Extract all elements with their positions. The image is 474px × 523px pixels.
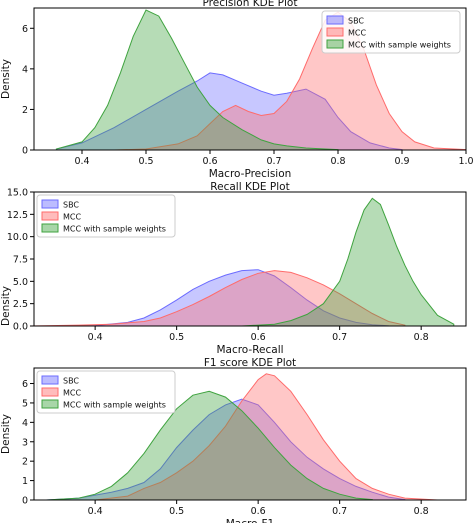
- x-tick-label: 0.6: [202, 156, 217, 167]
- y-tick-label: 3: [22, 437, 28, 448]
- y-tick-label: 0: [22, 146, 28, 157]
- y-tick-label: 4: [22, 418, 28, 429]
- y-tick-label: 0.0: [13, 322, 28, 333]
- legend-box: [321, 10, 461, 54]
- y-tick-label: 2: [22, 105, 28, 116]
- x-tick-label: 0.5: [138, 156, 153, 167]
- legend: SBC MCC MCC with sample weights: [321, 10, 461, 54]
- y-tick-label: 12.5: [7, 210, 28, 221]
- kde-area-series-1: [55, 72, 403, 151]
- chart-title: F1 score KDE Plot: [204, 357, 296, 369]
- legend-swatch: [326, 39, 344, 49]
- x-tick-label: 0.7: [332, 506, 347, 517]
- plot-frame: [33, 367, 467, 501]
- kde-area-series-3: [241, 197, 455, 327]
- x-tick-label: 0.7: [332, 332, 347, 343]
- y-axis-label: Density: [0, 414, 12, 454]
- kde-panel-3: F1 score KDE Plot 0.4 0.5 0.6 0.7 0.8 0 1 2 3 4 5 6 M…: [0, 357, 467, 523]
- x-tick-label: 0.5: [169, 506, 184, 517]
- y-tick-label: 5: [22, 398, 28, 409]
- legend-box: [36, 194, 176, 238]
- legend-label: MCC: [348, 29, 366, 38]
- x-tick-label: 0.4: [88, 506, 103, 517]
- x-axis-label: Macro-Recall: [216, 344, 283, 356]
- legend: SBC MCC MCC with sample weights: [36, 194, 176, 238]
- x-axis-label: Macro-Precision: [209, 168, 292, 180]
- legend-label: MCC with sample weights: [348, 41, 451, 50]
- chart-title: Precision KDE Plot: [203, 0, 298, 9]
- x-tick-label: 1.0: [458, 156, 473, 167]
- legend: SBC MCC MCC with sample weights: [36, 370, 176, 414]
- kde-area-series-1: [46, 398, 406, 501]
- y-tick-label: 6: [22, 379, 28, 390]
- y-tick-label: 1: [22, 476, 28, 487]
- legend-label: SBC: [63, 201, 79, 210]
- legend-swatch: [41, 399, 59, 409]
- kde-area-series-1: [62, 269, 390, 327]
- y-tick-label: 10.0: [7, 232, 28, 243]
- x-tick-label: 0.4: [88, 332, 103, 343]
- y-tick-label: 2: [22, 457, 28, 468]
- x-tick-label: 0.6: [251, 506, 266, 517]
- plot-frame: [33, 7, 467, 151]
- x-tick-label: 0.5: [169, 332, 184, 343]
- kde-panel-2: Recall KDE Plot 0.4 0.5 0.6 0.7 0.8 0.0 2.5 5.0 7…: [0, 181, 467, 356]
- legend-label: MCC with sample weights: [63, 401, 166, 410]
- legend-label: MCC: [63, 389, 81, 398]
- legend-label: MCC: [63, 213, 81, 222]
- legend-swatch: [41, 387, 59, 397]
- legend-swatch: [41, 211, 59, 221]
- chart-title: Recall KDE Plot: [210, 181, 289, 193]
- y-axis-label: Density: [0, 59, 12, 99]
- x-tick-label: 0.9: [394, 156, 409, 167]
- legend-swatch: [41, 375, 59, 385]
- legend-swatch: [41, 199, 59, 209]
- legend-label: SBC: [348, 17, 364, 26]
- y-tick-label: 7.5: [13, 255, 28, 266]
- y-tick-label: 6: [22, 24, 28, 35]
- legend-swatch: [326, 15, 344, 25]
- kde-area-series-2: [95, 373, 438, 501]
- x-axis-label: Macro-F1: [226, 518, 274, 523]
- x-tick-label: 0.8: [414, 332, 429, 343]
- legend-swatch: [41, 223, 59, 233]
- x-tick-label: 0.4: [74, 156, 89, 167]
- y-tick-label: 4: [22, 64, 28, 75]
- legend-label: MCC with sample weights: [63, 225, 166, 234]
- y-axis-label: Density: [0, 286, 12, 326]
- kde-area-series-3: [46, 390, 373, 501]
- x-tick-label: 0.7: [266, 156, 281, 167]
- y-tick-label: 0: [22, 496, 28, 507]
- x-tick-label: 0.6: [251, 332, 266, 343]
- y-tick-label: 2.5: [13, 299, 28, 310]
- legend-box: [36, 370, 176, 414]
- y-tick-label: 15.0: [7, 188, 28, 199]
- y-tick-label: 5.0: [13, 277, 28, 288]
- x-tick-label: 0.8: [414, 506, 429, 517]
- legend-swatch: [326, 27, 344, 37]
- kde-area-series-2: [113, 11, 467, 151]
- legend-label: SBC: [63, 377, 79, 386]
- x-tick-label: 0.8: [330, 156, 345, 167]
- kde-panel-1: Precision KDE Plot 0.4 0.5 0.6 0.7 0.8 0.9 1.0 0…: [0, 0, 474, 180]
- kde-area-series-3: [55, 9, 339, 151]
